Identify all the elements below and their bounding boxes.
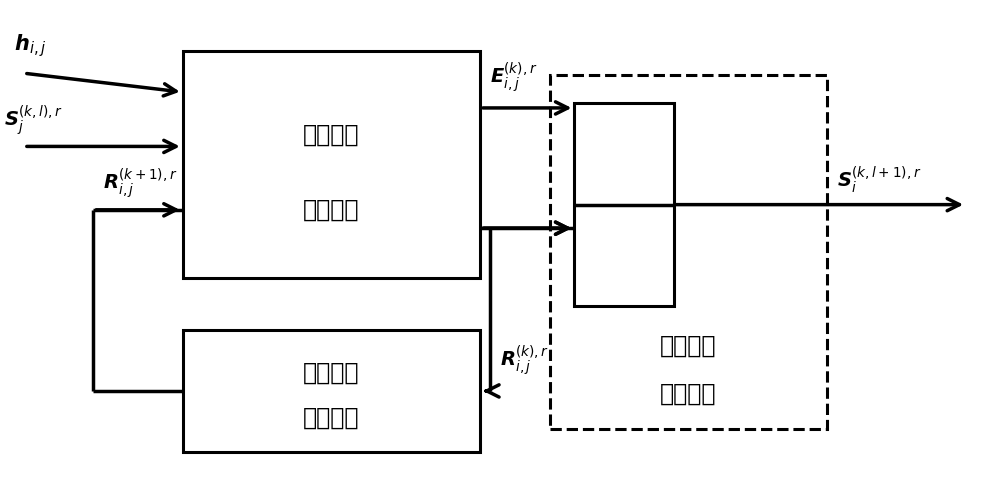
Text: $\boldsymbol{S}_j^{(k,l),r}$: $\boldsymbol{S}_j^{(k,l),r}$ <box>4 103 63 137</box>
FancyBboxPatch shape <box>550 75 827 429</box>
Text: $\boldsymbol{h}_{i,j}$: $\boldsymbol{h}_{i,j}$ <box>14 32 47 59</box>
Text: $\boldsymbol{E}_{i,j}^{(k),r}$: $\boldsymbol{E}_{i,j}^{(k),r}$ <box>490 60 537 94</box>
Text: $\boldsymbol{S}_i^{(k,l+1),r}$: $\boldsymbol{S}_i^{(k,l+1),r}$ <box>837 165 922 195</box>
FancyBboxPatch shape <box>183 330 480 452</box>
Text: 校验节点: 校验节点 <box>303 360 360 384</box>
FancyBboxPatch shape <box>183 51 480 278</box>
Text: 校验节点: 校验节点 <box>303 123 360 147</box>
Text: 处理单元: 处理单元 <box>303 198 360 222</box>
Text: 存储单元: 存储单元 <box>303 406 360 430</box>
Text: 变量节点: 变量节点 <box>660 334 717 358</box>
Text: $\boldsymbol{R}_{i,j}^{(k+1),r}$: $\boldsymbol{R}_{i,j}^{(k+1),r}$ <box>103 167 178 200</box>
FancyBboxPatch shape <box>574 103 674 306</box>
Text: $\boldsymbol{R}_{i,j}^{(k),r}$: $\boldsymbol{R}_{i,j}^{(k),r}$ <box>500 343 549 377</box>
Text: 处理单元: 处理单元 <box>660 381 717 405</box>
